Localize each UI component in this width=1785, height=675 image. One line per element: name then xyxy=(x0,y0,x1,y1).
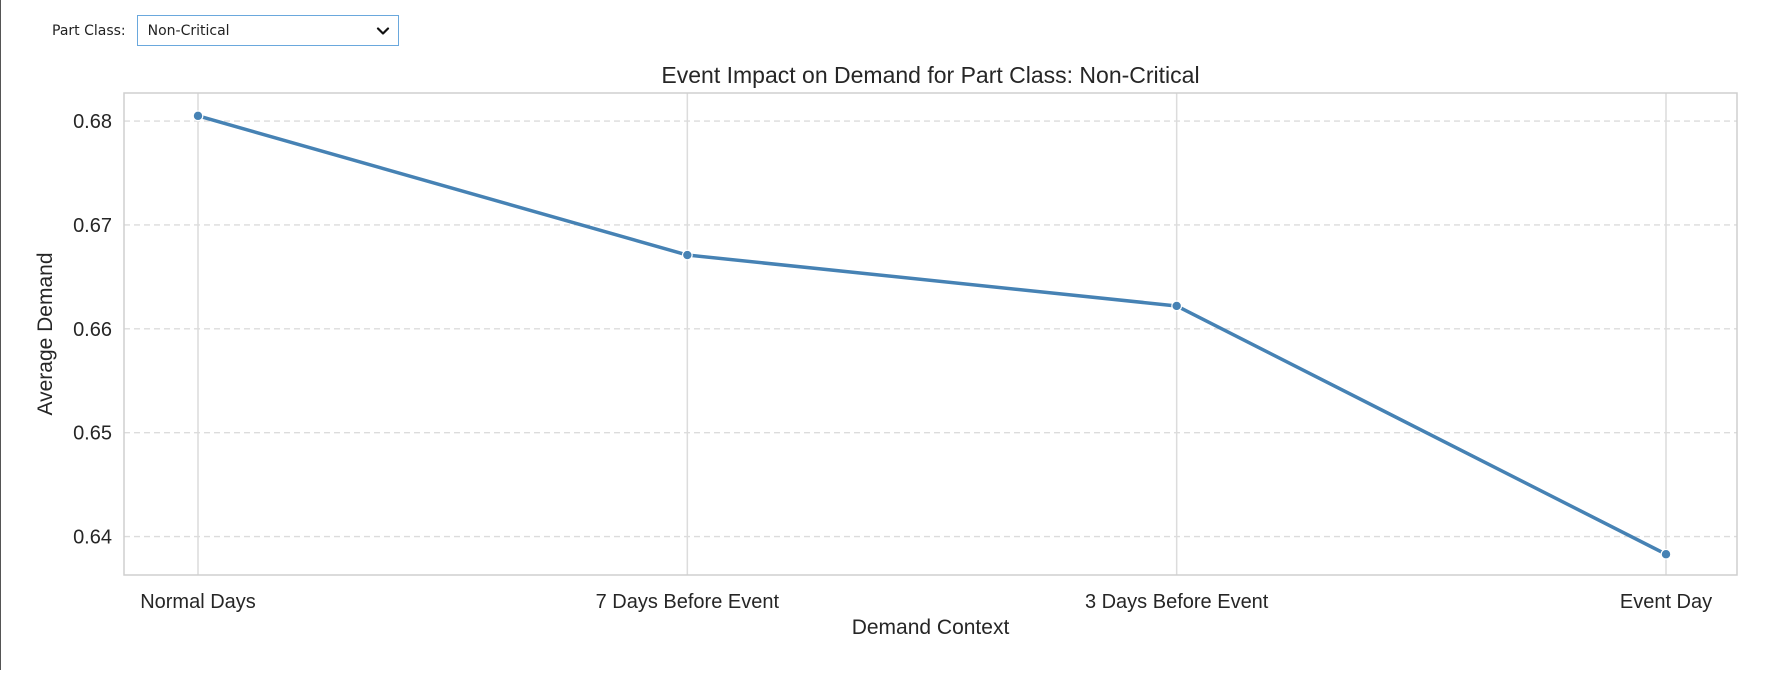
y-tick-label: 0.66 xyxy=(73,319,112,341)
x-tick-label: Event Day xyxy=(1620,591,1712,613)
x-ticks: Normal Days 7 Days Before Event 3 Days Bef… xyxy=(140,591,1712,613)
data-point xyxy=(192,110,204,122)
part-class-label: Part Class: xyxy=(52,22,126,39)
series-layer xyxy=(192,110,1672,560)
plot-frame xyxy=(123,92,1738,576)
y-tick-label: 0.64 xyxy=(73,527,112,549)
x-tick-label: 7 Days Before Event xyxy=(596,591,780,613)
x-axis-label: Demand Context xyxy=(852,616,1010,639)
y-tick-label: 0.67 xyxy=(73,215,112,237)
y-tick-label: 0.65 xyxy=(73,423,112,445)
chart-title: Event Impact on Demand for Part Class: N… xyxy=(661,62,1199,88)
window-edge xyxy=(0,0,1,670)
grid xyxy=(124,93,1737,575)
part-class-dropdown[interactable]: Non-Critical xyxy=(136,15,399,46)
y-axis-label: Average Demand xyxy=(34,252,57,415)
chevron-down-icon xyxy=(376,27,389,35)
series-line xyxy=(196,114,1668,556)
data-point xyxy=(1171,300,1183,312)
part-class-control: Part Class: Non-Critical xyxy=(52,14,399,47)
y-ticks: 0.64 0.65 0.66 0.67 0.68 xyxy=(73,111,112,549)
x-tick-label: 3 Days Before Event xyxy=(1085,591,1269,613)
y-tick-label: 0.68 xyxy=(73,111,112,133)
part-class-selected-value: Non-Critical xyxy=(147,22,230,39)
data-point xyxy=(1660,548,1672,560)
x-tick-label: Normal Days xyxy=(140,591,256,613)
data-point xyxy=(681,249,693,261)
